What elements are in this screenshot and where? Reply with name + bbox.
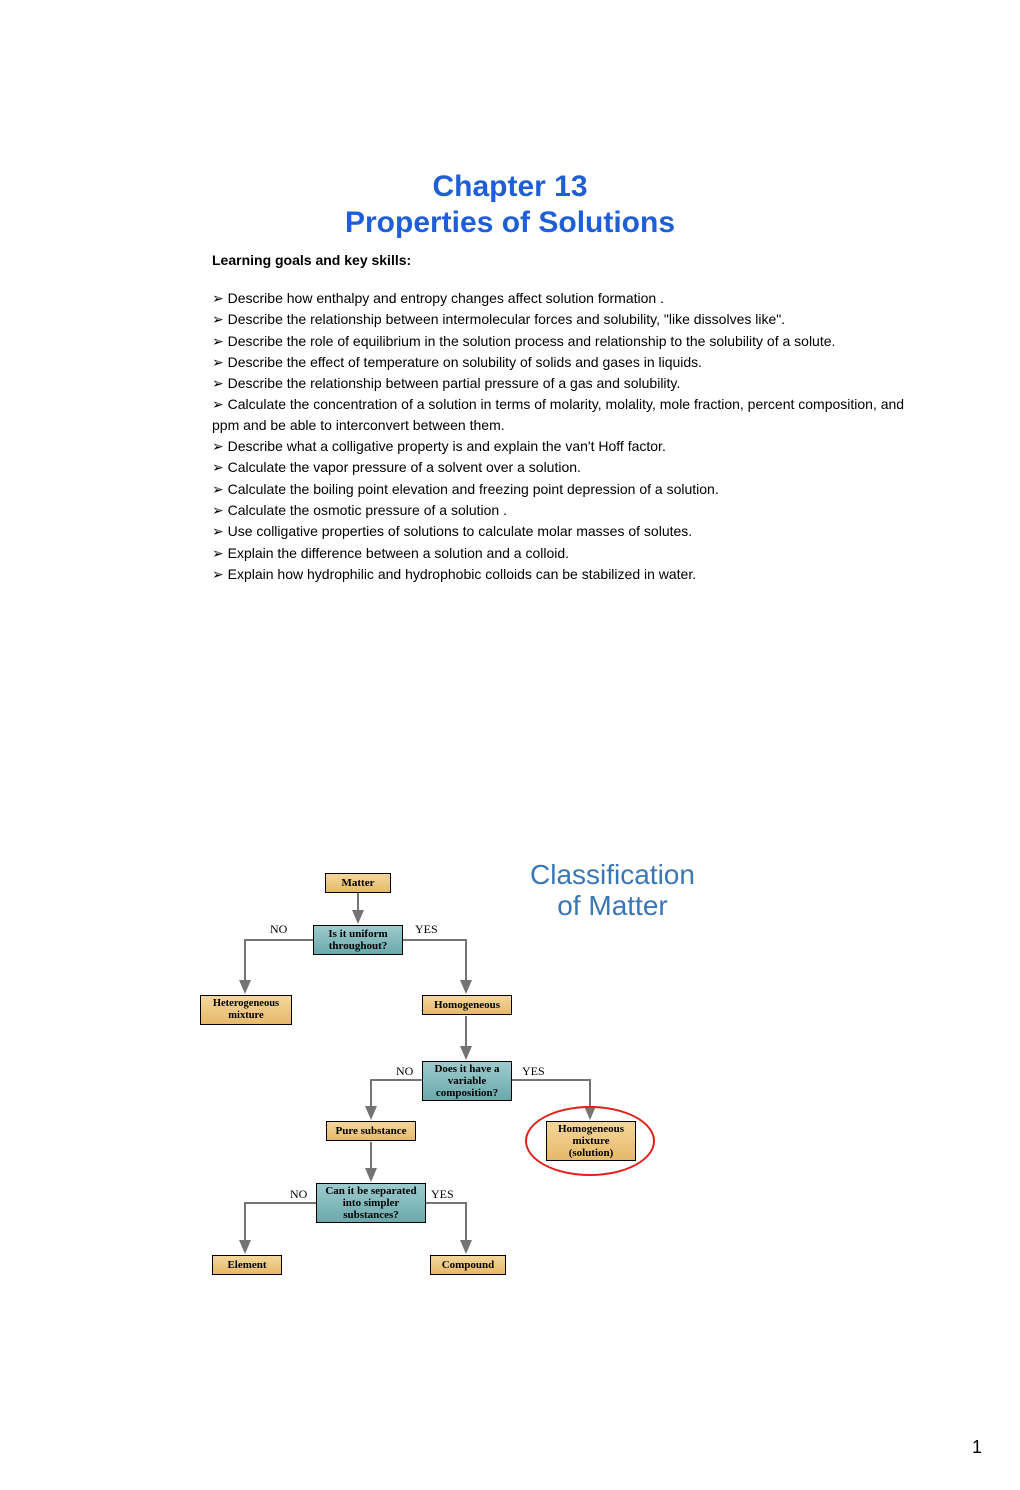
node-compound: Compound [430, 1255, 506, 1275]
goal-text: Calculate the boiling point elevation an… [228, 481, 719, 497]
page-number: 1 [972, 1437, 982, 1458]
node-label: Does it have a [434, 1063, 499, 1075]
goals-heading: Learning goals and key skills: [212, 252, 1020, 268]
node-label: Heterogeneous [213, 998, 279, 1010]
goal-text: Describe the effect of temperature on so… [228, 354, 702, 370]
node-label: Matter [342, 877, 375, 889]
goal-item: ➢ Describe how enthalpy and entropy chan… [212, 288, 930, 308]
goal-item: ➢ Describe the role of equilibrium in th… [212, 331, 930, 351]
goal-text: Describe the relationship between partia… [228, 375, 681, 391]
edge-label-yes: YES [431, 1187, 454, 1202]
node-variable-composition: Does it have a variable composition? [422, 1061, 512, 1101]
goal-text: Use colligative properties of solutions … [228, 523, 693, 539]
goal-text: Describe what a colligative property is … [228, 438, 666, 454]
node-label: composition? [436, 1087, 498, 1099]
edge-label-yes: YES [415, 922, 438, 937]
goal-text: Calculate the vapor pressure of a solven… [228, 459, 581, 475]
goal-text: Describe the relationship between interm… [228, 311, 786, 327]
edge-label-no: NO [290, 1187, 307, 1202]
node-label: Pure substance [336, 1125, 407, 1137]
node-pure-substance: Pure substance [326, 1121, 416, 1141]
node-label: Compound [442, 1259, 495, 1271]
goal-item: ➢ Describe the relationship between part… [212, 373, 930, 393]
goal-text: Explain how hydrophilic and hydrophobic … [228, 566, 697, 582]
highlight-ellipse [525, 1106, 655, 1176]
node-matter: Matter [325, 873, 391, 893]
goal-text: Describe how enthalpy and entropy change… [228, 290, 664, 306]
node-separate: Can it be separated into simpler substan… [316, 1183, 426, 1223]
goal-item: ➢ Explain the difference between a solut… [212, 543, 930, 563]
edge-label-no: NO [396, 1064, 413, 1079]
node-label: Homogeneous [434, 999, 500, 1011]
goals-list: ➢ Describe how enthalpy and entropy chan… [212, 288, 930, 584]
goal-item: ➢ Use colligative properties of solution… [212, 521, 930, 541]
edge-label-no: NO [270, 922, 287, 937]
node-label: Can it be separated [325, 1185, 416, 1197]
goal-item: ➢ Describe the relationship between inte… [212, 309, 930, 329]
node-label: throughout? [329, 940, 387, 952]
node-label: substances? [343, 1209, 399, 1221]
goal-text: Calculate the osmotic pressure of a solu… [228, 502, 507, 518]
node-uniform: Is it uniform throughout? [313, 925, 403, 955]
flowchart: Classification of Matter [190, 860, 810, 1320]
goal-item: ➢ Describe the effect of temperature on … [212, 352, 930, 372]
goal-item: ➢ Calculate the osmotic pressure of a so… [212, 500, 930, 520]
goal-item: ➢ Calculate the boiling point elevation … [212, 479, 930, 499]
node-label: variable [448, 1075, 487, 1087]
goal-item: ➢ Calculate the vapor pressure of a solv… [212, 457, 930, 477]
node-homogeneous: Homogeneous [422, 995, 512, 1015]
chapter-number: Chapter 13 [0, 170, 1020, 204]
goal-item: ➢ Explain how hydrophilic and hydrophobi… [212, 564, 930, 584]
goal-item: ➢ Describe what a colligative property i… [212, 436, 930, 456]
node-heterogeneous: Heterogeneous mixture [200, 995, 292, 1025]
goal-text: Explain the difference between a solutio… [228, 545, 569, 561]
goal-text: Describe the role of equilibrium in the … [228, 333, 836, 349]
node-label: Element [227, 1259, 266, 1271]
goal-item: ➢ Calculate the concentration of a solut… [212, 394, 930, 435]
chapter-title: Properties of Solutions [0, 206, 1020, 240]
edge-label-yes: YES [522, 1064, 545, 1079]
node-label: into simpler [343, 1197, 400, 1209]
node-element: Element [212, 1255, 282, 1275]
node-label: Is it uniform [328, 928, 387, 940]
node-label: mixture [228, 1010, 263, 1022]
goal-text: Calculate the concentration of a solutio… [212, 396, 904, 432]
